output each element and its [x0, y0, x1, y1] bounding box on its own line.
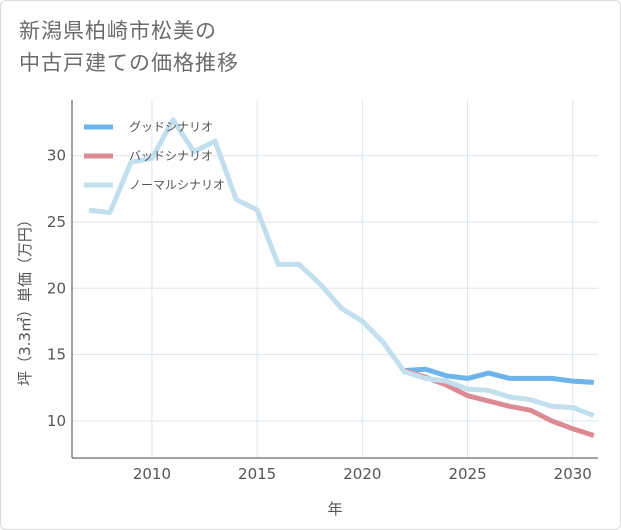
x-axis-title: 年	[327, 500, 342, 518]
x-tick-label: 2015	[238, 465, 276, 483]
chart-title: 新潟県柏崎市松美の 中古戸建ての価格推移	[19, 19, 239, 75]
y-tick-label: 10	[47, 412, 66, 430]
legend-label-1: グッドシナリオ	[129, 120, 213, 134]
x-tick-label: 2020	[343, 465, 381, 483]
y-tick-label: 15	[47, 346, 66, 364]
x-tick-label: 2025	[448, 465, 486, 483]
legend-label-3: ノーマルシナリオ	[129, 178, 225, 192]
x-tick-label: 2030	[554, 465, 592, 483]
legend-label-2: バッドシナリオ	[129, 149, 213, 163]
y-tick-label: 20	[47, 279, 66, 297]
series-line-1	[404, 366, 594, 385]
series-line-3	[88, 117, 595, 418]
y-tick-label: 30	[47, 147, 66, 165]
y-tick-label: 25	[47, 213, 66, 231]
x-tick-label: 2010	[133, 465, 171, 483]
y-axis-title: 坪（3.3㎡）単価（万円）	[16, 212, 34, 386]
